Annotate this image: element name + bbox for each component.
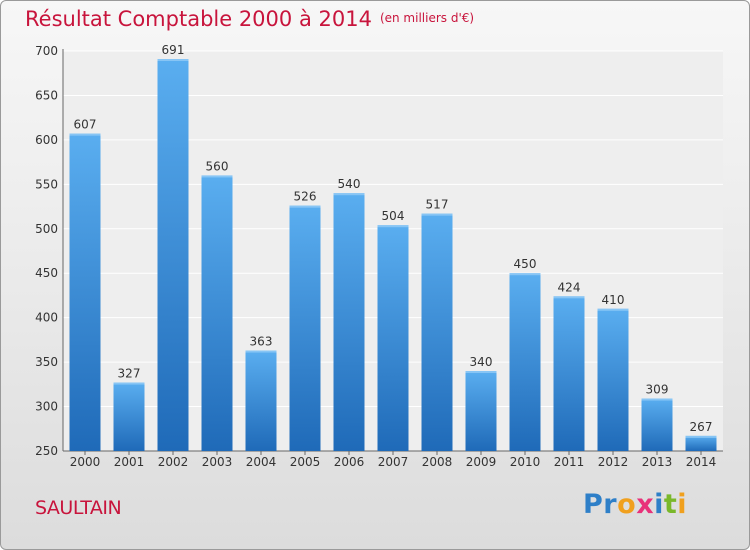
x-tick-label: 2012 xyxy=(598,455,629,469)
x-tick-label: 2004 xyxy=(246,455,277,469)
y-tick-label: 550 xyxy=(35,177,58,191)
bar-highlight xyxy=(333,193,365,196)
data-label: 340 xyxy=(470,355,493,369)
commune-name: SAULTAIN xyxy=(35,497,122,519)
y-tick-label: 250 xyxy=(35,444,58,458)
x-tick-label: 2009 xyxy=(466,455,497,469)
chart-title-text: Résultat Comptable 2000 à 2014 xyxy=(25,7,372,31)
x-tick-label: 2002 xyxy=(158,455,189,469)
logo-letter: o xyxy=(617,489,637,520)
data-label: 504 xyxy=(382,209,405,223)
logo-letter: i xyxy=(654,489,664,520)
logo-letter: x xyxy=(636,489,655,520)
bar xyxy=(113,382,145,451)
y-tick-label: 300 xyxy=(35,400,58,414)
proxiti-logo[interactable]: Proxiti xyxy=(583,489,687,520)
chart-subtitle: (en milliers d'€) xyxy=(379,11,475,25)
bar xyxy=(333,193,365,451)
bar-highlight xyxy=(465,371,497,373)
bar xyxy=(377,225,409,451)
y-tick-label: 700 xyxy=(35,44,58,58)
x-tick-label: 2007 xyxy=(378,455,409,469)
data-label: 607 xyxy=(74,118,97,132)
x-tick-label: 2000 xyxy=(70,455,101,469)
data-label: 691 xyxy=(162,43,185,57)
x-tick-label: 2013 xyxy=(642,455,673,469)
chart-title: Résultat Comptable 2000 à 2014 (en millie… xyxy=(25,7,474,31)
data-label: 560 xyxy=(206,159,229,173)
logo-letter: t xyxy=(663,489,678,520)
data-label: 267 xyxy=(690,420,713,434)
bar xyxy=(157,59,189,451)
bar-highlight xyxy=(421,213,453,216)
y-tick-label: 650 xyxy=(35,88,58,102)
x-tick-label: 2006 xyxy=(334,455,365,469)
data-label: 526 xyxy=(294,190,317,204)
x-tick-label: 2008 xyxy=(422,455,453,469)
logo-letter: r xyxy=(603,489,618,520)
bar-highlight xyxy=(685,435,717,438)
x-tick-label: 2011 xyxy=(554,455,585,469)
bar-highlight xyxy=(509,273,541,276)
bar-highlight xyxy=(245,350,277,353)
y-tick-label: 600 xyxy=(35,133,58,147)
bar-highlight xyxy=(113,382,145,385)
bar xyxy=(69,133,101,451)
data-label: 309 xyxy=(646,383,669,397)
bar xyxy=(245,350,277,451)
bar xyxy=(553,296,585,451)
x-tick-label: 2010 xyxy=(510,455,541,469)
x-tick-label: 2001 xyxy=(114,455,145,469)
bar xyxy=(289,205,321,451)
bar-highlight xyxy=(553,296,585,299)
data-label: 424 xyxy=(558,280,581,294)
data-label: 540 xyxy=(338,177,361,191)
bar xyxy=(509,273,541,451)
data-label: 363 xyxy=(250,335,273,349)
data-label: 450 xyxy=(514,257,537,271)
y-tick-label: 400 xyxy=(35,311,58,325)
y-tick-label: 350 xyxy=(35,355,58,369)
data-label: 410 xyxy=(602,293,625,307)
bar xyxy=(465,371,497,451)
bar-highlight xyxy=(69,133,101,136)
bar xyxy=(597,308,629,451)
logo-letter: i xyxy=(677,489,688,520)
bar xyxy=(641,398,673,451)
bar-highlight xyxy=(157,59,189,61)
x-tick-label: 2014 xyxy=(686,455,717,469)
logo-letter: P xyxy=(583,489,604,520)
x-tick-label: 2003 xyxy=(202,455,233,469)
y-tick-label: 450 xyxy=(35,266,58,280)
bar-highlight xyxy=(641,398,673,401)
data-label: 517 xyxy=(426,198,449,212)
bar xyxy=(685,435,717,451)
x-tick-label: 2005 xyxy=(290,455,321,469)
bar-highlight xyxy=(377,225,409,228)
y-tick-label: 500 xyxy=(35,222,58,236)
bar xyxy=(201,175,233,451)
bar-highlight xyxy=(201,175,233,178)
bar xyxy=(421,213,453,451)
bar-highlight xyxy=(289,205,321,208)
data-label: 327 xyxy=(118,367,141,381)
bar-highlight xyxy=(597,308,629,311)
